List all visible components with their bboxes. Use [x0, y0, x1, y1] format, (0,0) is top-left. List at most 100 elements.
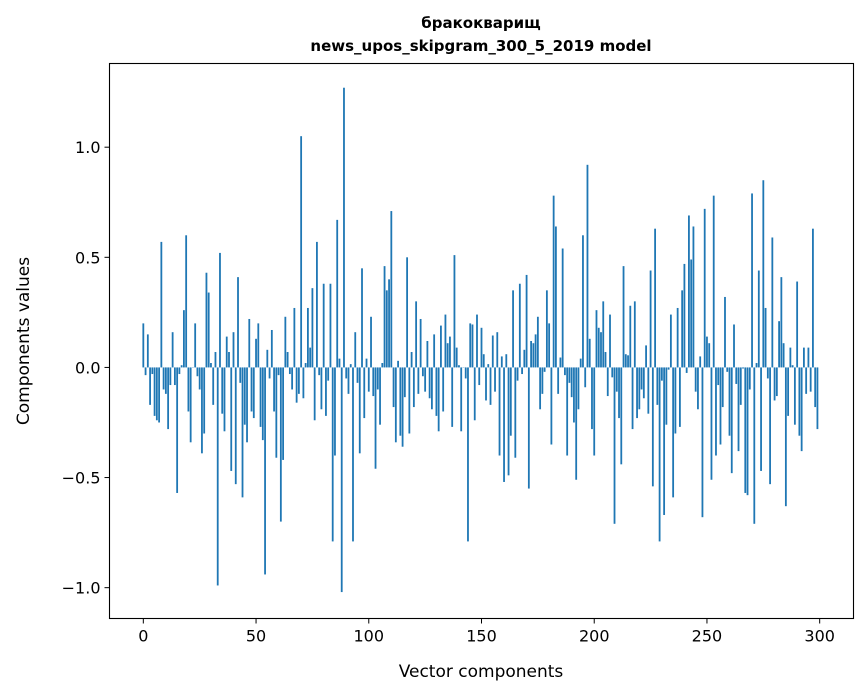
bar-component-15	[176, 367, 179, 493]
bar-component-279	[771, 237, 774, 368]
bar-component-290	[796, 281, 799, 368]
bar-component-242	[688, 215, 690, 368]
bar-component-299	[816, 367, 819, 430]
bar-component-8	[160, 241, 163, 368]
bar-component-58	[273, 367, 275, 412]
bar-component-27	[203, 367, 206, 434]
bar-component-77	[316, 241, 318, 368]
bar-component-239	[681, 290, 684, 368]
bar-component-153	[487, 364, 490, 368]
bar-component-258	[724, 296, 726, 368]
bar-component-80	[322, 283, 325, 368]
axes-frame	[108, 62, 855, 620]
bar-component-36	[223, 367, 226, 432]
bar-component-156	[494, 367, 496, 392]
bar-component-107	[383, 266, 386, 368]
bar-component-198	[588, 338, 591, 368]
bar-component-113	[397, 360, 399, 368]
x-tick-label: 0	[138, 627, 148, 646]
bar-component-201	[595, 310, 598, 368]
bar-component-194	[579, 358, 582, 368]
bar-component-76	[313, 367, 316, 421]
bar-component-222	[642, 367, 645, 399]
bar-component-124	[421, 367, 424, 377]
bar-component-235	[672, 367, 675, 498]
bar-component-182	[552, 195, 555, 368]
bar-component-136	[449, 336, 451, 368]
bar-component-33	[216, 367, 219, 586]
bar-component-50	[255, 338, 257, 368]
bar-component-243	[690, 259, 693, 368]
bar-component-180	[548, 323, 551, 368]
bar-component-81	[325, 367, 327, 416]
bar-component-39	[230, 367, 233, 471]
bar-component-292	[800, 367, 803, 452]
bar-component-169	[523, 349, 526, 368]
bar-component-128	[430, 367, 433, 410]
bar-component-282	[778, 321, 781, 368]
bar-component-42	[237, 277, 239, 368]
bar-component-170	[525, 274, 528, 368]
bar-component-260	[728, 367, 731, 436]
bar-component-41	[234, 367, 237, 485]
bar-component-104	[376, 367, 379, 390]
bar-component-226	[651, 367, 654, 487]
bar-component-270	[751, 193, 753, 368]
bar-component-286	[787, 367, 790, 416]
bar-component-262	[733, 324, 735, 368]
bar-component-70	[300, 136, 303, 368]
bar-component-181	[550, 367, 553, 445]
bar-component-4	[151, 367, 154, 375]
bar-component-96	[358, 367, 361, 454]
bar-component-266	[742, 367, 744, 369]
bar-component-30	[210, 363, 212, 368]
bar-component-111	[392, 367, 395, 408]
y-axis-label: Components values	[14, 257, 34, 425]
bar-component-115	[401, 367, 404, 447]
bar-component-109	[388, 279, 390, 368]
bar-component-173	[532, 343, 535, 368]
bar-component-66	[291, 367, 294, 390]
bar-component-121	[415, 301, 418, 368]
bar-component-219	[636, 367, 638, 419]
bar-component-227	[654, 228, 657, 368]
bar-component-69	[297, 367, 300, 394]
bar-component-28	[205, 272, 208, 368]
bar-component-129	[433, 334, 436, 368]
bar-component-190	[570, 367, 573, 398]
bar-component-241	[685, 367, 688, 373]
bar-component-164	[512, 290, 514, 368]
bar-component-199	[591, 367, 593, 430]
bar-component-65	[288, 367, 291, 375]
bar-component-2	[146, 334, 149, 368]
bar-component-139	[455, 347, 458, 368]
x-tick-label: 250	[692, 627, 723, 646]
bar-component-248	[701, 367, 704, 518]
bar-component-250	[706, 336, 708, 368]
bar-component-273	[757, 270, 760, 368]
bar-component-212	[620, 367, 623, 465]
bar-component-13	[171, 332, 174, 368]
bar-component-278	[769, 367, 771, 485]
bar-component-118	[408, 367, 411, 434]
bar-component-126	[426, 341, 429, 368]
bar-component-20	[187, 367, 190, 412]
bar-component-259	[726, 367, 729, 372]
bar-component-215	[627, 355, 629, 368]
bar-component-86	[336, 219, 339, 368]
bar-component-255	[717, 367, 720, 386]
bar-component-75	[311, 288, 314, 368]
bar-component-150	[480, 327, 483, 368]
bar-component-206	[606, 367, 609, 397]
bar-component-117	[406, 257, 409, 368]
x-tick-label: 100	[353, 627, 384, 646]
bar-component-71	[302, 367, 305, 399]
bar-component-85	[334, 367, 336, 456]
y-axis-ticks: −1.0 −0.5 0.0 0.5 1.0	[62, 138, 110, 598]
bar-component-3	[149, 367, 151, 405]
bar-component-72	[304, 363, 307, 368]
bar-component-1	[144, 367, 147, 376]
bar-component-52	[259, 367, 262, 427]
bar-component-43	[239, 367, 242, 383]
bar-component-55	[266, 349, 269, 368]
